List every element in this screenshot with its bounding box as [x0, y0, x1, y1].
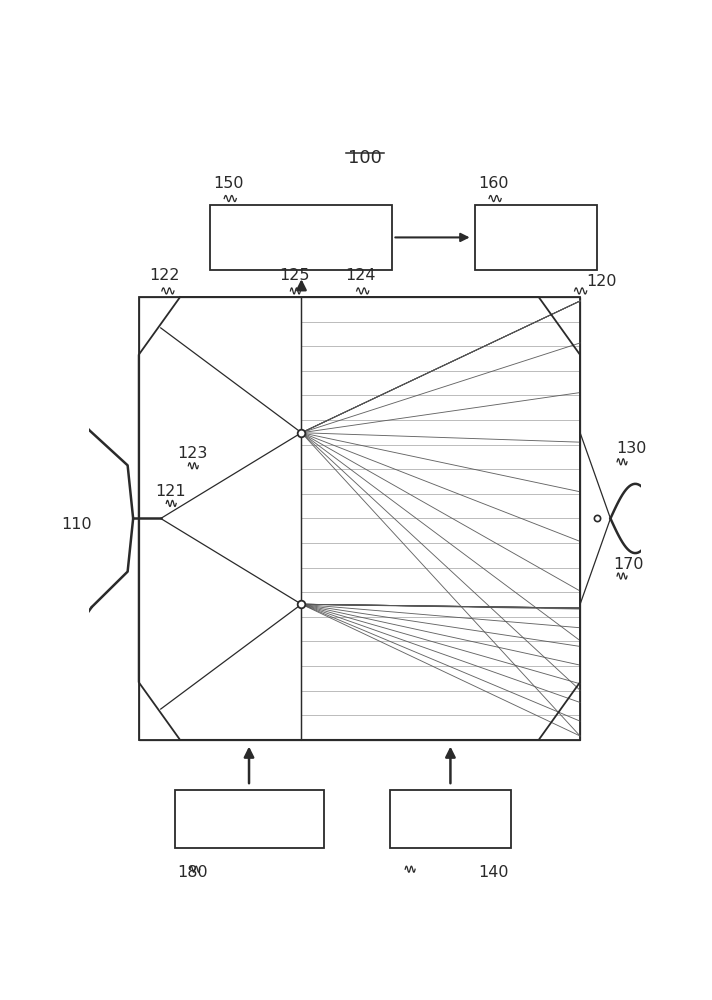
- Text: 125: 125: [279, 268, 310, 283]
- Text: 124: 124: [345, 268, 376, 283]
- Text: 123: 123: [177, 446, 208, 461]
- Text: 122: 122: [150, 268, 180, 283]
- Bar: [139, 297, 301, 740]
- Bar: [476, 205, 597, 270]
- Bar: [174, 790, 323, 848]
- Text: 121: 121: [155, 484, 186, 499]
- Text: 170: 170: [613, 557, 644, 572]
- Text: 180: 180: [177, 865, 208, 880]
- Text: 120: 120: [587, 274, 617, 289]
- Text: 150: 150: [213, 176, 244, 191]
- Text: 130: 130: [616, 441, 646, 456]
- Bar: [211, 205, 392, 270]
- Text: 100: 100: [348, 149, 382, 167]
- Bar: [301, 297, 580, 740]
- Bar: [139, 297, 580, 740]
- Text: 140: 140: [478, 865, 508, 880]
- Text: 160: 160: [478, 176, 508, 191]
- Bar: [389, 790, 511, 848]
- Text: 110: 110: [61, 517, 92, 532]
